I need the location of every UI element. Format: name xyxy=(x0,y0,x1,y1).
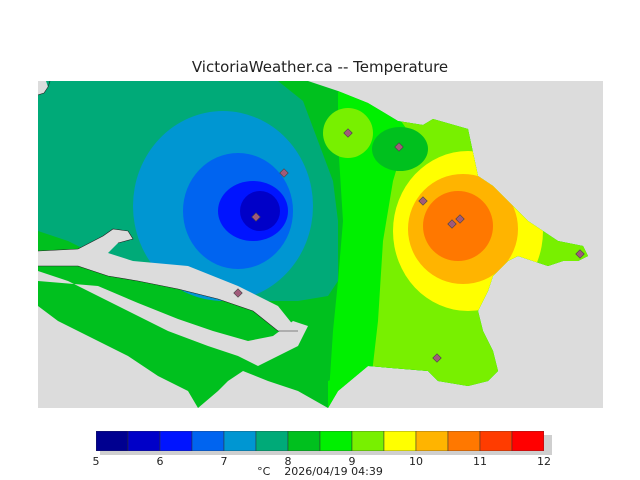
station-marker[interactable] xyxy=(455,214,465,224)
legend-bin xyxy=(479,431,513,451)
legend-bin xyxy=(383,431,417,451)
station-marker[interactable] xyxy=(394,142,404,152)
legend-tick-label: 6 xyxy=(156,455,164,468)
timestamp-label: 2026/04/19 04:39 xyxy=(284,465,383,478)
station-markers xyxy=(233,128,585,363)
station-marker[interactable] xyxy=(418,196,428,206)
legend-bin xyxy=(159,431,193,451)
legend-caption: °C 2026/04/19 04:39 xyxy=(0,465,640,478)
page-title: VictoriaWeather.ca -- Temperature xyxy=(191,58,449,76)
station-marker[interactable] xyxy=(343,128,353,138)
legend-bin xyxy=(223,431,257,451)
legend-bin xyxy=(447,431,481,451)
legend-tick-label: 7 xyxy=(220,455,228,468)
legend-tick-label: 9 xyxy=(348,455,356,468)
legend-bin xyxy=(351,431,385,451)
water-features xyxy=(38,81,328,408)
legend-bin xyxy=(511,431,544,451)
legend-bin xyxy=(191,431,225,451)
legend-tick-label: 8 xyxy=(284,455,292,468)
legend-bin xyxy=(319,431,353,451)
station-marker[interactable] xyxy=(575,249,585,259)
legend-bin xyxy=(287,431,321,451)
station-marker[interactable] xyxy=(447,219,457,229)
temperature-map xyxy=(38,81,603,408)
station-marker[interactable] xyxy=(233,288,243,298)
legend-tick-label: 10 xyxy=(409,455,423,468)
legend-tick-label: 12 xyxy=(537,455,551,468)
station-marker[interactable] xyxy=(279,168,289,178)
temperature-legend xyxy=(96,431,544,451)
unit-label: °C xyxy=(257,465,271,478)
legend-bin xyxy=(96,431,129,451)
legend-bin xyxy=(255,431,289,451)
legend-tick-label: 5 xyxy=(92,455,100,468)
station-marker[interactable] xyxy=(251,212,261,222)
legend-bin xyxy=(415,431,449,451)
legend-bin xyxy=(127,431,161,451)
station-marker[interactable] xyxy=(432,353,442,363)
coastline xyxy=(38,81,298,332)
legend-tick-label: 11 xyxy=(473,455,487,468)
